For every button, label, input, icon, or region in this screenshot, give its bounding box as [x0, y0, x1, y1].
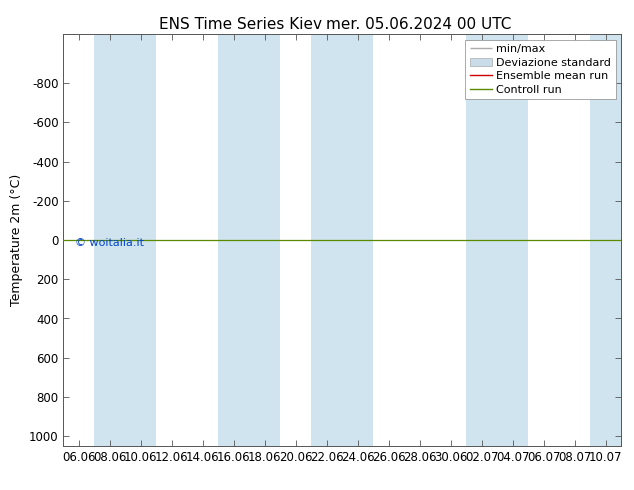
Text: © woitalia.it: © woitalia.it [75, 238, 143, 248]
Text: ENS Time Series Kiev: ENS Time Series Kiev [159, 17, 323, 32]
Y-axis label: Temperature 2m (°C): Temperature 2m (°C) [10, 174, 23, 306]
Bar [94, 34, 157, 446]
Legend: min/max, Deviazione standard, Ensemble mean run, Controll run: min/max, Deviazione standard, Ensemble m… [465, 40, 616, 99]
Bar [311, 34, 373, 446]
Bar [467, 34, 528, 446]
Bar [590, 34, 634, 446]
Bar [218, 34, 280, 446]
Text: mer. 05.06.2024 00 UTC: mer. 05.06.2024 00 UTC [326, 17, 511, 32]
